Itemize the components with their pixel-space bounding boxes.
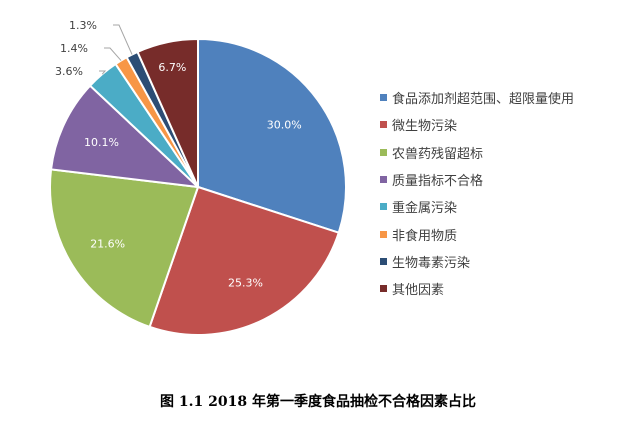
- legend: 食品添加剂超范围、超限量使用 微生物污染农兽药残留超标 质量指标不合格 重金属污染非食…: [380, 84, 574, 302]
- data-label: 25.3%: [228, 276, 263, 289]
- legend-item: 农兽药残留超标: [380, 139, 574, 166]
- leader-line: [104, 47, 122, 61]
- legend-item: 微生物污染: [380, 111, 574, 138]
- data-label: 1.3%: [69, 19, 97, 32]
- pie-slice: [49, 84, 201, 189]
- legend-swatch: [380, 257, 387, 265]
- legend-swatch: [380, 176, 387, 184]
- legend-swatch: [380, 203, 387, 211]
- pie-slice: [49, 168, 200, 329]
- legend-label: 微生物污染: [392, 119, 458, 135]
- legend-label: 生物毒素污染: [392, 255, 471, 271]
- legend-swatch: [380, 121, 387, 129]
- legend-label: 农兽药残留超标: [392, 146, 484, 162]
- legend-item: 重金属污染: [380, 193, 574, 220]
- pie-slice: [136, 37, 199, 188]
- legend-label: 非食用物质: [392, 228, 458, 244]
- legend-item: 食品添加剂超范围、超限量使用: [380, 84, 574, 111]
- legend-swatch: [380, 94, 387, 102]
- legend-swatch: [380, 230, 387, 238]
- figure-caption: 图 1.1 2018 年第一季度食品抽检不合格因素占比: [160, 394, 476, 410]
- legend-label: 质量指标不合格: [392, 174, 484, 190]
- legend-item: 生物毒素污染: [380, 248, 574, 275]
- legend-label: 重金属污染: [392, 201, 458, 217]
- data-label: 1.4%: [60, 42, 88, 55]
- data-label: 6.7%: [158, 61, 186, 74]
- legend-swatch: [380, 148, 387, 156]
- data-label: 10.1%: [84, 136, 119, 149]
- data-label: 21.6%: [90, 238, 125, 251]
- leader-line: [99, 70, 107, 75]
- legend-label: 食品添加剂超范围、超限量使用: [392, 92, 575, 108]
- legend-item: 其他因素: [380, 275, 574, 302]
- legend-item: 质量指标不合格: [380, 166, 574, 193]
- leader-line: [113, 24, 133, 55]
- legend-swatch: [380, 285, 387, 293]
- data-label: 30.0%: [267, 118, 302, 131]
- pie-slice: [197, 37, 347, 234]
- legend-label: 其他因素: [392, 283, 445, 299]
- pie-slice: [148, 185, 341, 336]
- data-label: 3.6%: [55, 65, 83, 78]
- legend-item: 非食用物质: [380, 220, 574, 247]
